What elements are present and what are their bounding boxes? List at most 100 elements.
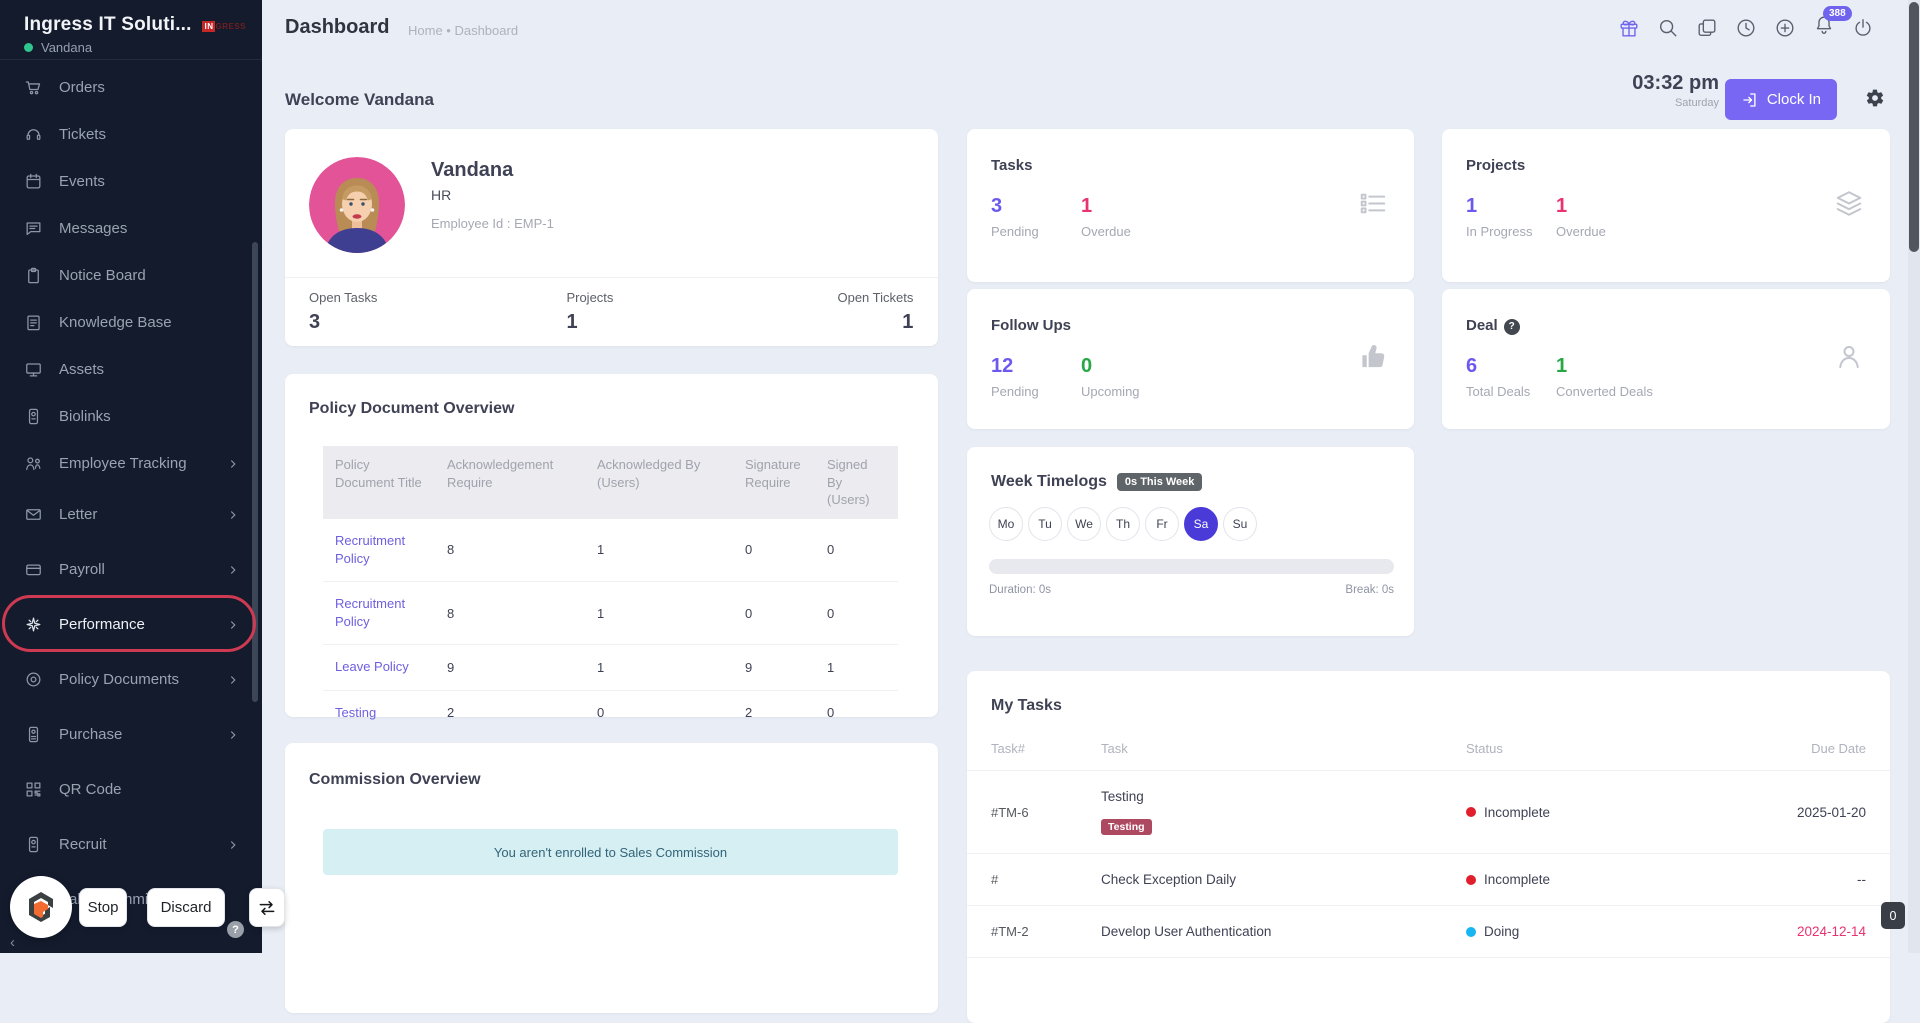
task-due-date: 2024-12-14 [1796,924,1866,939]
chevron-right-icon [230,620,236,629]
followups-summary-card[interactable]: Follow Ups 12 Pending 0 Upcoming [967,289,1414,429]
avatar[interactable] [309,157,405,253]
tasks-card-title: Tasks [991,157,1033,174]
current-time-block: 03:32 pm Saturday [1632,72,1719,109]
sidebar-item-payroll[interactable]: Payroll [0,542,262,597]
sidebar-item-label: Recruit [59,836,107,853]
stop-button[interactable]: Stop [79,888,127,927]
topbar: Dashboard Home • Dashboard 388 [262,0,1920,60]
task-row[interactable]: #TM-6 Testing Testing Incomplete 2025-01… [967,771,1890,854]
task-title[interactable]: Develop User Authentication [1101,924,1272,939]
sidebar-item-label: Events [59,173,105,190]
profile-stat-open-tickets: Open Tickets 1 [837,290,914,333]
task-row[interactable]: # Check Exception Daily Incomplete -- [967,854,1890,906]
gift-icon[interactable] [1618,17,1640,39]
task-title[interactable]: Testing [1101,789,1144,804]
sidebar: Ingress IT Soluti... Vandana IN GRESS Ord… [0,0,262,953]
breadcrumb[interactable]: Home • Dashboard [408,23,519,38]
recorder-logo-button[interactable] [10,876,72,938]
tracking-icon [26,457,41,471]
task-row[interactable]: #TM-2 Develop User Authentication Doing … [967,906,1890,958]
sidebar-scrollbar-thumb[interactable] [252,242,258,702]
sidebar-item-label: Policy Documents [59,671,180,688]
plus-circle-icon[interactable] [1774,17,1796,39]
day-su[interactable]: Su [1223,507,1257,541]
task-title[interactable]: Check Exception Daily [1101,872,1237,887]
sidebar-item-label: Messages [59,220,128,237]
day-mo[interactable]: Mo [989,507,1023,541]
sidebar-item-notice-board[interactable]: Notice Board [0,252,262,299]
layers-icon [1834,188,1864,223]
policy-doc-link[interactable]: Recruitment Policy [335,596,406,630]
policy-table-row: Recruitment Policy 8 1 0 0 [323,519,898,583]
sidebar-item-letter[interactable]: Letter [0,487,262,542]
policy-col-header: Acknowledgement Require [447,457,554,490]
task-status[interactable]: Incomplete [1484,872,1551,887]
org-name[interactable]: Ingress IT Soluti... [24,14,192,35]
discard-button[interactable]: Discard [147,888,225,927]
my-tasks-header: Task# Task Status Due Date [967,741,1890,771]
sidebar-item-label: Orders [59,79,105,96]
task-status[interactable]: Incomplete [1484,804,1551,820]
sidebar-item-qr-code[interactable]: QR Code [0,762,262,817]
sidebar-item-biolinks[interactable]: Biolinks [0,393,262,440]
recruit-icon [28,836,39,853]
sidebar-item-purchase[interactable]: Purchase [0,707,262,762]
sidebar-item-tickets[interactable]: Tickets [0,111,262,158]
sidebar-item-label: Purchase [59,726,123,743]
task-status[interactable]: Doing [1484,924,1520,939]
tasks-summary-card[interactable]: Tasks 3 Pending 1 Overdue [967,129,1414,282]
day-tu[interactable]: Tu [1028,507,1062,541]
timelog-progress-bar [989,559,1394,574]
day-fr[interactable]: Fr [1145,507,1179,541]
page-title: Dashboard [285,16,390,38]
sidebar-item-policy-documents[interactable]: Policy Documents [0,652,262,707]
sidebar-item-assets[interactable]: Assets [0,346,262,393]
overlay-help-icon[interactable]: ? [227,921,244,938]
timelog-duration: Duration: 0s [989,584,1052,596]
clock-icon[interactable] [1735,17,1757,39]
sidebar-item-label: Letter [59,506,98,523]
corner-count-badge[interactable]: 0 [1881,902,1905,929]
power-icon[interactable] [1852,17,1874,39]
dashboard-settings-gear-icon[interactable] [1865,88,1885,108]
day-sa-active[interactable]: Sa [1184,507,1218,541]
sidebar-item-performance[interactable]: Performance [0,597,262,652]
window-scrollbar[interactable] [1908,0,1920,953]
sidebar-item-employee-tracking[interactable]: Employee Tracking [0,440,262,487]
my-tasks-title: My Tasks [991,697,1062,714]
swap-arrows-icon [259,900,275,915]
sidebar-item-events[interactable]: Events [0,158,262,205]
sidebar-collapse-icon[interactable]: ‹ [10,934,15,951]
qr-code-icon [26,782,41,797]
my-tasks-card: My Tasks Task# Task Status Due Date #TM-… [967,671,1890,1023]
wallet-icon [26,564,41,576]
task-id: #TM-2 [991,924,1029,939]
chevron-right-icon [230,459,236,468]
day-we[interactable]: We [1067,507,1101,541]
projects-summary-card[interactable]: Projects 1 In Progress 1 Overdue [1442,129,1890,282]
task-due-date: 2025-01-20 [1796,804,1866,820]
deal-summary-card[interactable]: Deal? 6 Total Deals 1 Converted Deals [1442,289,1890,429]
policy-doc-link[interactable]: Testing [335,704,377,720]
chevron-right-icon [230,675,236,684]
swap-arrows-button[interactable] [249,888,285,927]
task-list-icon [1358,188,1388,223]
sidebar-item-messages[interactable]: Messages [0,205,262,252]
scrollbar-thumb[interactable] [1909,2,1919,252]
sidebar-item-label: Biolinks [59,408,111,425]
day-th[interactable]: Th [1106,507,1140,541]
policy-card-title: Policy Document Overview [309,400,515,417]
profile-name: Vandana [431,159,514,181]
sidebar-item-recruit[interactable]: Recruit [0,817,262,872]
search-icon[interactable] [1657,17,1679,39]
clock-in-button[interactable]: Clock In [1724,79,1837,120]
sidebar-item-knowledge-base[interactable]: Knowledge Base [0,299,262,346]
sidebar-item-orders[interactable]: Orders [0,64,262,111]
policy-doc-link[interactable]: Recruitment Policy [335,532,406,566]
notes-icon[interactable] [1696,17,1718,39]
person-icon [1834,342,1864,377]
policy-doc-link[interactable]: Leave Policy [335,659,409,675]
login-icon [1743,92,1756,107]
help-question-icon[interactable]: ? [1503,318,1520,335]
